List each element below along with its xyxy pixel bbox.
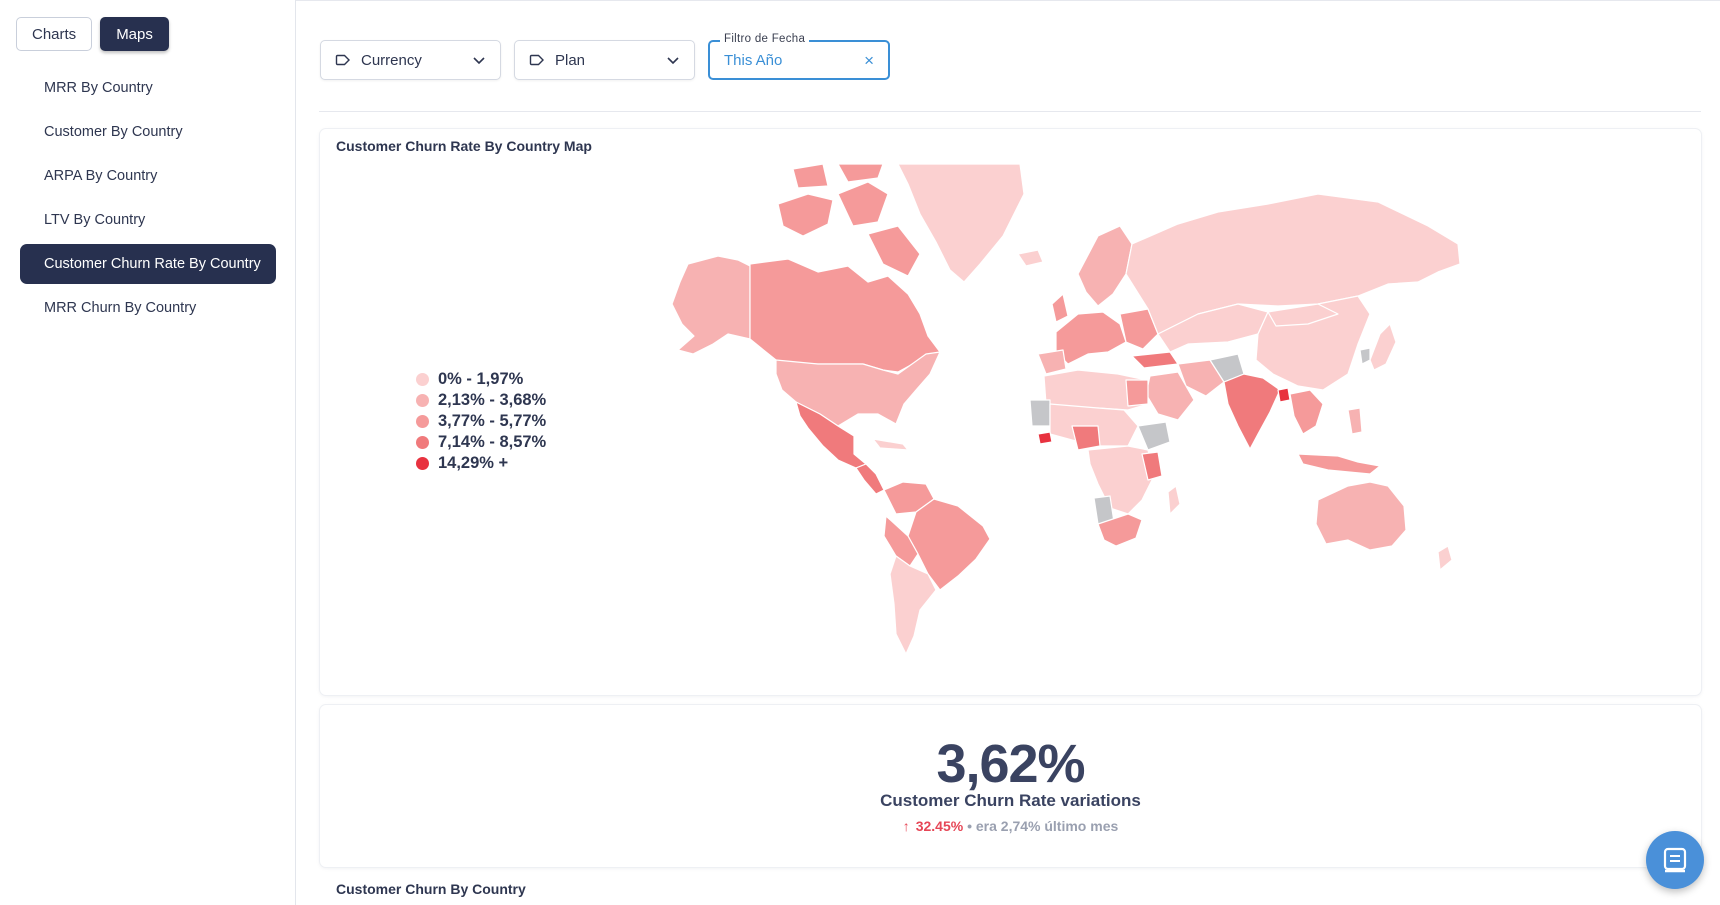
- legend-label: 3,77% - 5,77%: [438, 412, 547, 430]
- filter-bar: Currency Plan Filtro de Fecha This Año ×: [320, 33, 890, 80]
- legend-label: 2,13% - 3,68%: [438, 391, 547, 409]
- charts-tab-button[interactable]: Charts: [16, 17, 93, 51]
- sidebar-nav: MRR By Country Customer By Country ARPA …: [20, 68, 276, 332]
- legend-swatch: [416, 457, 429, 470]
- kpi-card: 3,62% Customer Churn Rate variations ↑ 32…: [320, 705, 1701, 867]
- country-alaska[interactable]: [671, 255, 751, 355]
- chat-icon: [1663, 847, 1687, 873]
- top-border: [0, 0, 1720, 1]
- sidebar-item-customer-churn-rate-by-country[interactable]: Customer Churn Rate By Country: [20, 244, 276, 284]
- tag-icon: [529, 54, 544, 66]
- tag-icon: [335, 54, 350, 66]
- country-iran[interactable]: [1177, 359, 1225, 397]
- country-ethiopia[interactable]: [1137, 421, 1171, 451]
- country-canada[interactable]: [749, 258, 941, 373]
- country-scandinavia[interactable]: [1077, 225, 1133, 307]
- sidebar-item-arpa-by-country[interactable]: ARPA By Country: [44, 168, 158, 184]
- sidebar: Charts Maps MRR By Country Customer By C…: [0, 0, 296, 905]
- sidebar-item-ltv-by-country[interactable]: LTV By Country: [44, 212, 146, 228]
- legend-item: 14,29% +: [416, 453, 546, 474]
- country-madagascar[interactable]: [1167, 485, 1181, 515]
- kpi-label: Customer Churn Rate variations: [880, 791, 1141, 810]
- kpi-change-text: • era 2,74% último mes: [967, 818, 1119, 834]
- map-card-title: Customer Churn Rate By Country Map: [336, 138, 592, 154]
- country-india[interactable]: [1223, 373, 1281, 450]
- legend-label: 7,14% - 8,57%: [438, 433, 547, 451]
- legend-item: 2,13% - 3,68%: [416, 390, 546, 411]
- kpi-value: 3,62%: [936, 734, 1085, 794]
- country-greenland[interactable]: [897, 164, 1025, 283]
- plan-select-label: Plan: [555, 51, 586, 69]
- maps-tab-button[interactable]: Maps: [100, 17, 169, 51]
- sidebar-item-customer-by-country[interactable]: Customer By Country: [44, 124, 183, 140]
- country-iceland[interactable]: [1017, 249, 1044, 267]
- country-japan[interactable]: [1369, 323, 1397, 371]
- churn-map-card: Customer Churn Rate By Country Map 0% - …: [320, 129, 1701, 695]
- map-legend: 0% - 1,97% 2,13% - 3,68% 3,77% - 5,77% 7…: [416, 369, 546, 474]
- country-western-europe[interactable]: [1055, 311, 1127, 365]
- country-indonesia[interactable]: [1297, 453, 1381, 475]
- country-egypt[interactable]: [1125, 379, 1149, 407]
- country-australia[interactable]: [1315, 481, 1407, 551]
- world-map: [671, 164, 1461, 654]
- date-filter-value: This Año: [724, 51, 783, 69]
- country-argentina[interactable]: [889, 555, 937, 654]
- bottom-card-title: Customer Churn By Country: [336, 881, 526, 897]
- kpi-change: ↑ 32.45% • era 2,74% último mes: [320, 818, 1701, 834]
- country-sierra-leone[interactable]: [1037, 431, 1053, 445]
- country-spain[interactable]: [1037, 349, 1067, 375]
- legend-label: 0% - 1,97%: [438, 370, 524, 388]
- chevron-down-icon: [473, 57, 485, 65]
- date-filter-field[interactable]: Filtro de Fecha This Año ×: [708, 33, 890, 80]
- chevron-down-icon: [667, 57, 679, 65]
- country-eastern-europe[interactable]: [1119, 308, 1159, 350]
- legend-swatch: [416, 415, 429, 428]
- sidebar-item-mrr-churn-by-country[interactable]: MRR Churn By Country: [44, 300, 197, 316]
- date-filter-legend: Filtro de Fecha: [720, 33, 810, 45]
- country-philippines[interactable]: [1347, 407, 1363, 435]
- country-south-africa[interactable]: [1097, 513, 1143, 547]
- kpi-change-pct: 32.45%: [915, 818, 964, 834]
- country-uk[interactable]: [1051, 293, 1069, 323]
- country-korea[interactable]: [1359, 347, 1371, 365]
- legend-item: 7,14% - 8,57%: [416, 432, 546, 453]
- legend-item: 0% - 1,97%: [416, 369, 546, 390]
- country-central-america[interactable]: [855, 463, 885, 495]
- country-mongolia[interactable]: [1267, 303, 1339, 327]
- view-toggle: Charts Maps: [16, 17, 169, 51]
- clear-date-icon[interactable]: ×: [864, 50, 874, 70]
- filter-divider: [319, 111, 1701, 112]
- legend-swatch: [416, 373, 429, 386]
- sidebar-item-mrr-by-country[interactable]: MRR By Country: [44, 80, 153, 96]
- country-se-asia[interactable]: [1289, 389, 1324, 435]
- country-kenya[interactable]: [1141, 451, 1163, 481]
- country-west-africa[interactable]: [1029, 399, 1051, 427]
- legend-swatch: [416, 394, 429, 407]
- country-cuba[interactable]: [872, 438, 909, 451]
- country-canada-islands[interactable]: [777, 164, 921, 277]
- country-new-zealand[interactable]: [1437, 545, 1453, 571]
- country-bangladesh[interactable]: [1277, 387, 1291, 403]
- arrow-up-icon: ↑: [902, 818, 910, 834]
- plan-select[interactable]: Plan: [514, 40, 695, 80]
- currency-select[interactable]: Currency: [320, 40, 501, 80]
- legend-item: 3,77% - 5,77%: [416, 411, 546, 432]
- country-turkey[interactable]: [1131, 351, 1179, 369]
- legend-label: 14,29% +: [438, 454, 509, 472]
- currency-select-label: Currency: [361, 51, 422, 69]
- legend-swatch: [416, 436, 429, 449]
- chat-button[interactable]: [1646, 831, 1704, 889]
- country-nigeria[interactable]: [1071, 425, 1101, 451]
